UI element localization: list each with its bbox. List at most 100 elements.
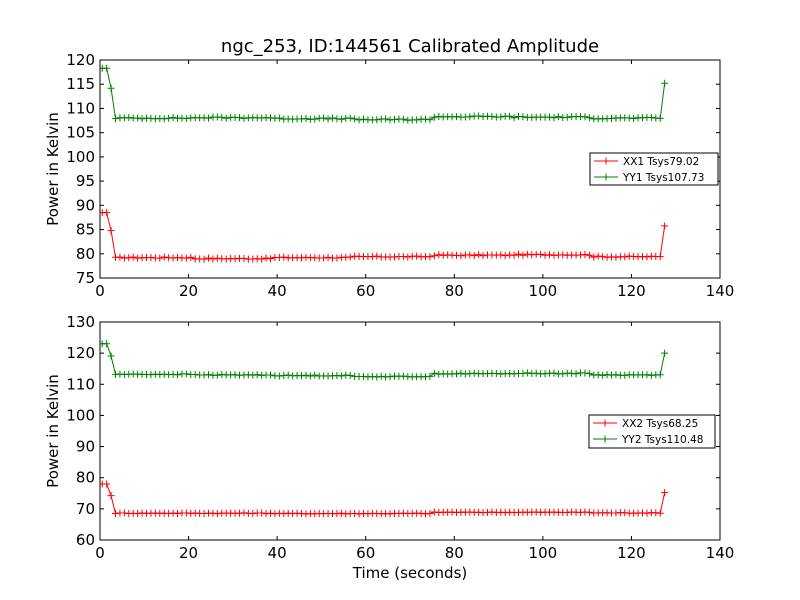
axes-frame (99, 321, 721, 541)
data-point (621, 253, 629, 261)
data-point (603, 371, 611, 379)
data-point (222, 114, 230, 122)
data-point (523, 369, 531, 377)
data-point (386, 373, 394, 381)
data-point (457, 252, 465, 260)
y-axis-label: Power in Kelvin (44, 374, 62, 488)
legend-label: XX1 Tsys79.02 (623, 156, 699, 168)
data-point (479, 252, 487, 260)
data-point (258, 255, 266, 263)
data-point (577, 251, 584, 259)
data-point (134, 114, 142, 122)
data-point (519, 370, 527, 378)
x-tick-label: 140 (706, 544, 735, 562)
data-point (302, 371, 310, 379)
data-point (324, 253, 332, 261)
data-point (466, 113, 474, 121)
data-point (377, 372, 385, 380)
data-point (413, 252, 421, 260)
data-point (399, 372, 407, 380)
data-point (156, 254, 164, 262)
data-point (275, 372, 283, 380)
x-tick-label: 0 (95, 282, 105, 300)
data-point (497, 251, 505, 259)
data-point (337, 372, 345, 380)
data-point (585, 508, 593, 516)
legend-box (588, 414, 716, 449)
data-point (426, 116, 434, 124)
data-point (382, 115, 390, 123)
y-tick-label: 110 (66, 375, 95, 393)
y-tick-label: 120 (66, 51, 95, 69)
lower-plot: 0 20 40 60 80 100 120 140 60 70 80 90 100 110 120 130 Po… (44, 313, 734, 582)
x-tick-label: 120 (617, 282, 646, 300)
y-tick-label: 80 (76, 245, 95, 263)
data-point (262, 254, 270, 262)
data-point (488, 112, 496, 120)
data-point (661, 222, 669, 230)
x-tick-label: 20 (179, 544, 198, 562)
x-tick-label: 80 (445, 282, 464, 300)
data-point (337, 509, 345, 517)
y-tick-label: 90 (76, 196, 95, 214)
y-tick-label: 130 (66, 313, 95, 331)
data-point (426, 509, 434, 517)
data-point (466, 251, 474, 259)
y-tick-label: 90 (76, 438, 95, 456)
data-point (337, 115, 345, 123)
data-point (599, 371, 607, 379)
data-point (231, 371, 239, 379)
data-point (182, 115, 190, 123)
data-point (537, 250, 545, 258)
data-point (209, 255, 217, 263)
data-point (581, 250, 589, 258)
x-tick-label: 60 (356, 282, 375, 300)
data-point (426, 253, 434, 261)
data-point (205, 114, 212, 122)
series-yy2 (100, 340, 669, 381)
data-point (475, 251, 483, 259)
data-point (546, 251, 553, 259)
y-tick-label: 85 (76, 221, 95, 239)
data-point (103, 480, 111, 488)
data-point (125, 114, 133, 122)
data-point (541, 370, 549, 378)
legend: XX1 Tsys79.02 YY1 Tsys107.73 (589, 152, 719, 186)
data-point (426, 372, 434, 380)
data-point (134, 510, 142, 518)
data-point (585, 370, 593, 378)
axes-frame (99, 59, 721, 279)
data-point (399, 115, 407, 123)
data-point (497, 113, 505, 121)
data-point (501, 252, 509, 260)
data-point (346, 114, 354, 122)
data-point (302, 114, 310, 122)
y-tick-label: 120 (66, 344, 95, 362)
data-point (559, 370, 567, 378)
data-point (329, 114, 336, 122)
y-tick-label: 70 (76, 500, 95, 518)
data-point (169, 113, 177, 121)
data-point (492, 369, 500, 377)
data-point (116, 253, 124, 261)
chart-title: ngc_253, ID:144561 Calibrated Amplitude (221, 36, 599, 57)
data-point (320, 254, 328, 262)
data-point (373, 252, 381, 260)
data-point (103, 64, 111, 72)
data-point (563, 113, 571, 121)
data-point (258, 509, 266, 517)
x-tick-label: 40 (268, 282, 287, 300)
data-point (320, 114, 328, 122)
legend-label: XX2 Tsys68.25 (622, 418, 698, 430)
legend-label: YY1 Tsys107.73 (622, 172, 704, 184)
data-point (236, 114, 243, 122)
legend-box (589, 152, 719, 186)
data-point (129, 253, 137, 261)
data-point (581, 113, 589, 121)
series-xx2 (100, 480, 669, 518)
data-point (656, 253, 664, 261)
data-point (267, 371, 274, 379)
x-tick-label: 100 (529, 282, 558, 300)
data-point (661, 349, 669, 357)
data-point (174, 371, 181, 379)
